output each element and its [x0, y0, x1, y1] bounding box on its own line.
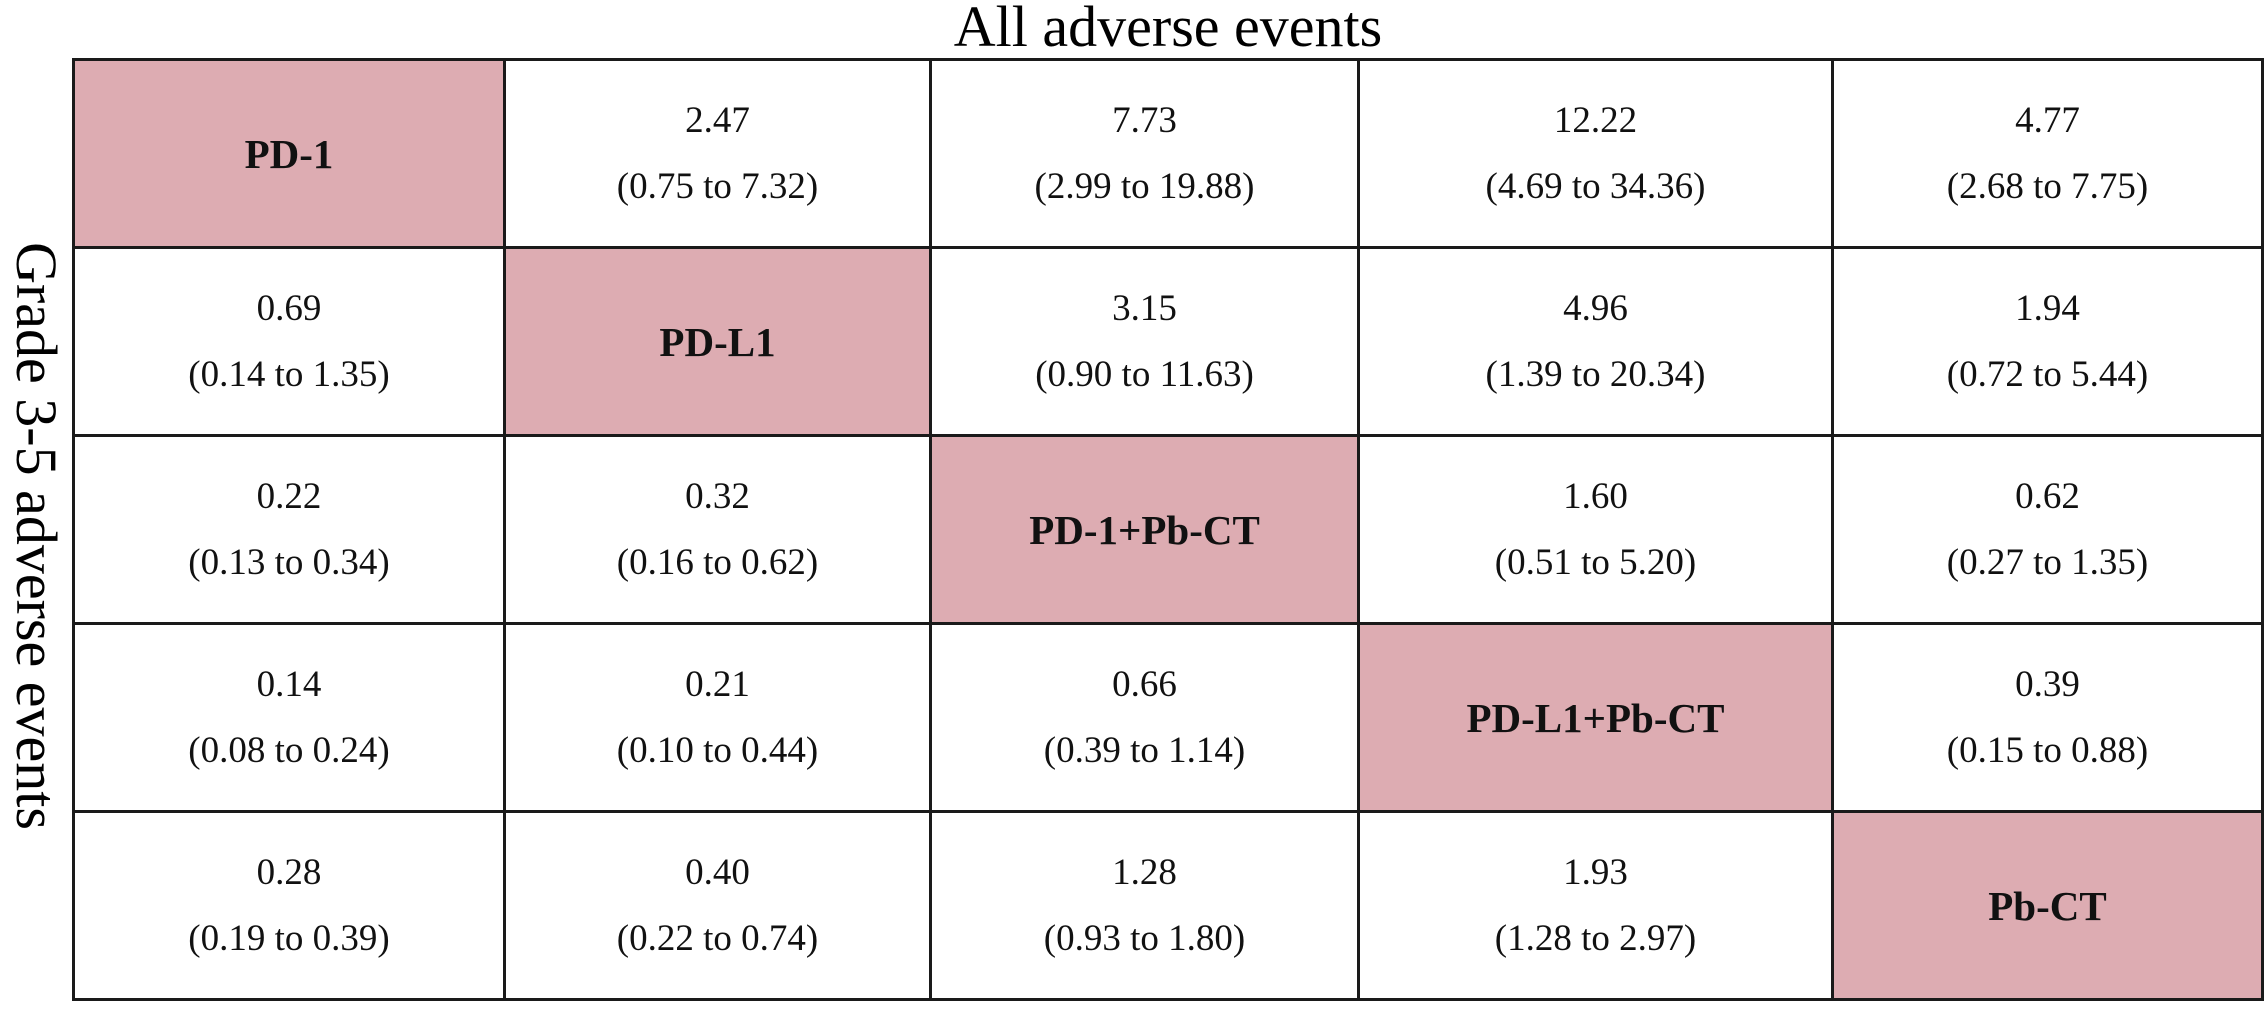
value-cell: 4.96 (1.39 to 20.34) — [1357, 246, 1834, 437]
value-cell: 1.60 (0.51 to 5.20) — [1357, 434, 1834, 625]
cell-value: 0.32 — [685, 475, 750, 517]
value-cell: 12.22 (4.69 to 34.36) — [1357, 58, 1834, 249]
cell-ci: (0.93 to 1.80) — [1043, 917, 1246, 959]
value-cell: 0.39 (0.15 to 0.88) — [1831, 622, 2264, 813]
cell-ci: (0.13 to 0.34) — [188, 541, 390, 583]
cell-ci: (0.90 to 11.63) — [1035, 353, 1254, 395]
cell-ci: (2.99 to 19.88) — [1034, 165, 1255, 207]
value-cell: 0.32 (0.16 to 0.62) — [503, 434, 932, 625]
value-cell: 1.28 (0.93 to 1.80) — [929, 810, 1360, 1001]
cell-value: 2.47 — [685, 99, 750, 141]
cell-ci: (0.72 to 5.44) — [1946, 353, 2149, 395]
cell-value: 1.93 — [1563, 851, 1628, 893]
cell-value: 12.22 — [1553, 99, 1638, 141]
cell-value: 0.28 — [256, 851, 322, 893]
table-row: 0.22 (0.13 to 0.34) 0.32 (0.16 to 0.62) PD… — [72, 434, 2264, 625]
cell-value: 7.73 — [1112, 99, 1177, 141]
treatment-cell: PD-1 — [72, 58, 506, 249]
table-row: 0.28 (0.19 to 0.39) 0.40 (0.22 to 0.74) 1.… — [72, 810, 2264, 1001]
cell-ci: (1.28 to 2.97) — [1494, 917, 1697, 959]
value-cell: 0.28 (0.19 to 0.39) — [72, 810, 506, 1001]
cell-ci: (2.68 to 7.75) — [1946, 165, 2149, 207]
cell-value: 1.28 — [1112, 851, 1177, 893]
cell-value: 0.69 — [256, 287, 322, 329]
value-cell: 3.15 (0.90 to 11.63) — [929, 246, 1360, 437]
cell-ci: (0.19 to 0.39) — [188, 917, 390, 959]
cell-ci: (0.10 to 0.44) — [616, 729, 819, 771]
cell-value: 0.21 — [685, 663, 750, 705]
value-cell: 0.40 (0.22 to 0.74) — [503, 810, 932, 1001]
treatment-label: PD-1 — [244, 130, 334, 177]
treatment-label: PD-L1+Pb-CT — [1466, 694, 1725, 741]
value-cell: 0.22 (0.13 to 0.34) — [72, 434, 506, 625]
table-row: PD-1 2.47 (0.75 to 7.32) 7.73 (2.99 to 19.… — [72, 58, 2264, 249]
cell-ci: (0.75 to 7.32) — [616, 165, 819, 207]
value-cell: 4.77 (2.68 to 7.75) — [1831, 58, 2264, 249]
treatment-cell: PD-L1 — [503, 246, 932, 437]
cell-ci: (0.51 to 5.20) — [1494, 541, 1697, 583]
cell-ci: (4.69 to 34.36) — [1485, 165, 1706, 207]
side-axis-title-container: Grade 3-5 adverse events — [0, 58, 72, 1014]
value-cell: 7.73 (2.99 to 19.88) — [929, 58, 1360, 249]
value-cell: 1.94 (0.72 to 5.44) — [1831, 246, 2264, 437]
value-cell: 0.21 (0.10 to 0.44) — [503, 622, 932, 813]
league-table: PD-1 2.47 (0.75 to 7.32) 7.73 (2.99 to 19.… — [72, 58, 2264, 1001]
treatment-cell: PD-1+Pb-CT — [929, 434, 1360, 625]
value-cell: 0.62 (0.27 to 1.35) — [1831, 434, 2264, 625]
cell-value: 1.60 — [1563, 475, 1628, 517]
cell-value: 0.22 — [256, 475, 322, 517]
treatment-cell: PD-L1+Pb-CT — [1357, 622, 1834, 813]
table-row: 0.14 (0.08 to 0.24) 0.21 (0.10 to 0.44) 0.… — [72, 622, 2264, 813]
value-cell: 1.93 (1.28 to 2.97) — [1357, 810, 1834, 1001]
cell-value: 0.62 — [2015, 475, 2080, 517]
treatment-label: PD-1+Pb-CT — [1029, 506, 1260, 553]
treatment-label: Pb-CT — [1988, 882, 2107, 929]
cell-ci: (0.16 to 0.62) — [616, 541, 819, 583]
cell-ci: (1.39 to 20.34) — [1485, 353, 1706, 395]
cell-ci: (0.22 to 0.74) — [616, 917, 819, 959]
cell-value: 3.15 — [1112, 287, 1177, 329]
treatment-label: PD-L1 — [659, 318, 776, 365]
cell-ci: (0.14 to 1.35) — [188, 353, 390, 395]
cell-ci: (0.08 to 0.24) — [188, 729, 390, 771]
cell-ci: (0.39 to 1.14) — [1043, 729, 1246, 771]
side-axis-title: Grade 3-5 adverse events — [4, 242, 69, 830]
cell-value: 0.39 — [2015, 663, 2080, 705]
top-axis-title: All adverse events — [953, 0, 1383, 59]
value-cell: 0.66 (0.39 to 1.14) — [929, 622, 1360, 813]
table-row: 0.69 (0.14 to 1.35) PD-L1 3.15 (0.90 to 11… — [72, 246, 2264, 437]
treatment-cell: Pb-CT — [1831, 810, 2264, 1001]
cell-value: 1.94 — [2015, 287, 2080, 329]
value-cell: 0.69 (0.14 to 1.35) — [72, 246, 506, 437]
value-cell: 2.47 (0.75 to 7.32) — [503, 58, 932, 249]
cell-value: 0.40 — [685, 851, 750, 893]
value-cell: 0.14 (0.08 to 0.24) — [72, 622, 506, 813]
cell-ci: (0.27 to 1.35) — [1946, 541, 2149, 583]
cell-value: 4.77 — [2015, 99, 2080, 141]
cell-value: 0.14 — [256, 663, 322, 705]
cell-value: 0.66 — [1112, 663, 1177, 705]
cell-value: 4.96 — [1563, 287, 1628, 329]
cell-ci: (0.15 to 0.88) — [1946, 729, 2149, 771]
